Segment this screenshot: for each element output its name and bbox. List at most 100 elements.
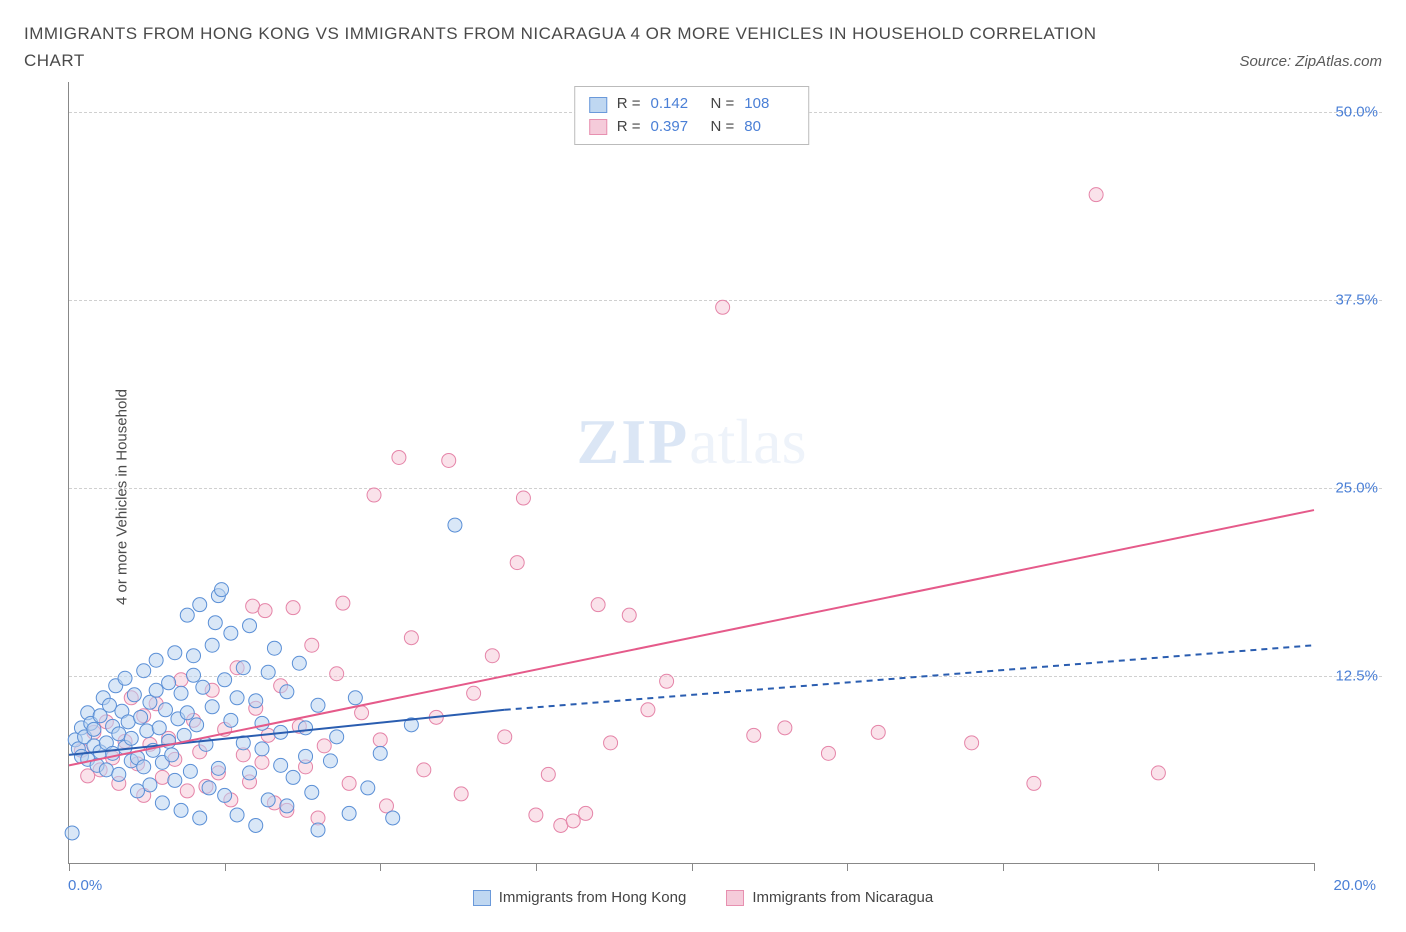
data-point	[330, 730, 344, 744]
data-point	[323, 754, 337, 768]
data-point	[778, 721, 792, 735]
source-attribution: Source: ZipAtlas.com	[1239, 53, 1382, 74]
data-point	[417, 763, 431, 777]
xtick	[69, 863, 70, 871]
data-point	[65, 826, 79, 840]
data-point	[336, 597, 350, 611]
data-point	[155, 771, 169, 785]
data-point	[205, 700, 219, 714]
data-point	[183, 765, 197, 779]
data-point	[193, 811, 207, 825]
data-point	[168, 774, 182, 788]
data-point	[168, 646, 182, 660]
legend-item-ni: Immigrants from Nicaragua	[726, 889, 933, 906]
data-point	[305, 639, 319, 653]
data-point	[249, 819, 263, 833]
data-point	[355, 706, 369, 720]
data-point	[124, 732, 138, 746]
n-label-hk: N =	[711, 93, 735, 116]
data-point	[202, 781, 216, 795]
data-point	[152, 721, 166, 735]
data-point	[554, 819, 568, 833]
data-point	[187, 649, 201, 663]
plot-area: ZIPatlas R = 0.142 N = 108 R = 0.397 N =…	[68, 82, 1314, 864]
data-point	[137, 664, 151, 678]
legend-label-ni: Immigrants from Nicaragua	[752, 889, 933, 906]
data-point	[224, 714, 238, 728]
data-point	[373, 747, 387, 761]
data-point	[218, 789, 232, 803]
data-point	[255, 742, 269, 756]
data-point	[467, 687, 481, 701]
data-point	[174, 673, 188, 687]
data-point	[292, 657, 306, 671]
data-point	[230, 691, 244, 705]
xtick	[692, 863, 693, 871]
data-point	[180, 609, 194, 623]
data-point	[367, 488, 381, 502]
data-point	[510, 556, 524, 570]
r-value-ni: 0.397	[651, 116, 701, 139]
ytick-label: 37.5%	[1335, 292, 1378, 309]
data-point	[342, 807, 356, 821]
data-point	[529, 808, 543, 822]
data-point	[174, 687, 188, 701]
legend-swatch-hk-icon	[473, 890, 491, 906]
stats-row-hk: R = 0.142 N = 108	[589, 93, 795, 116]
data-point	[196, 681, 210, 695]
data-point	[190, 718, 204, 732]
trend-line	[69, 510, 1314, 765]
data-point	[243, 619, 257, 633]
data-point	[143, 778, 157, 792]
ytick-label: 12.5%	[1335, 667, 1378, 684]
data-point	[261, 666, 275, 680]
n-label-ni: N =	[711, 116, 735, 139]
data-point	[155, 796, 169, 810]
chart-header: IMMIGRANTS FROM HONG KONG VS IMMIGRANTS …	[24, 20, 1382, 74]
data-point	[87, 723, 101, 737]
n-value-hk: 108	[744, 93, 794, 116]
data-point	[280, 685, 294, 699]
xtick	[1003, 863, 1004, 871]
data-point	[215, 583, 229, 597]
chart-title: IMMIGRANTS FROM HONG KONG VS IMMIGRANTS …	[24, 20, 1124, 74]
data-point	[566, 814, 580, 828]
data-point	[342, 777, 356, 791]
data-point	[747, 729, 761, 743]
data-point	[622, 609, 636, 623]
data-point	[454, 787, 468, 801]
data-point	[317, 739, 331, 753]
data-point	[162, 676, 176, 690]
chart-container: 4 or more Vehicles in Household ZIPatlas…	[24, 82, 1382, 912]
data-point	[1089, 188, 1103, 202]
data-point	[311, 823, 325, 837]
data-point	[286, 771, 300, 785]
ytick-label: 50.0%	[1335, 104, 1378, 121]
data-point	[112, 768, 126, 782]
data-point	[149, 654, 163, 668]
data-point	[373, 733, 387, 747]
data-point	[311, 699, 325, 713]
xtick	[536, 863, 537, 871]
data-point	[255, 756, 269, 770]
data-point	[348, 691, 362, 705]
data-point	[392, 451, 406, 465]
data-point	[404, 631, 418, 645]
data-point	[442, 454, 456, 468]
data-point	[165, 748, 179, 762]
data-point	[118, 672, 132, 686]
data-point	[516, 491, 530, 505]
xtick	[847, 863, 848, 871]
data-point	[174, 804, 188, 818]
data-point	[218, 673, 232, 687]
trend-line	[505, 646, 1314, 711]
r-label-hk: R =	[617, 93, 641, 116]
data-point	[1151, 766, 1165, 780]
data-point	[286, 601, 300, 615]
data-point	[386, 811, 400, 825]
swatch-ni-icon	[589, 119, 607, 135]
data-point	[121, 715, 135, 729]
stats-row-ni: R = 0.397 N = 80	[589, 116, 795, 139]
data-point	[267, 642, 281, 656]
data-point	[258, 604, 272, 618]
